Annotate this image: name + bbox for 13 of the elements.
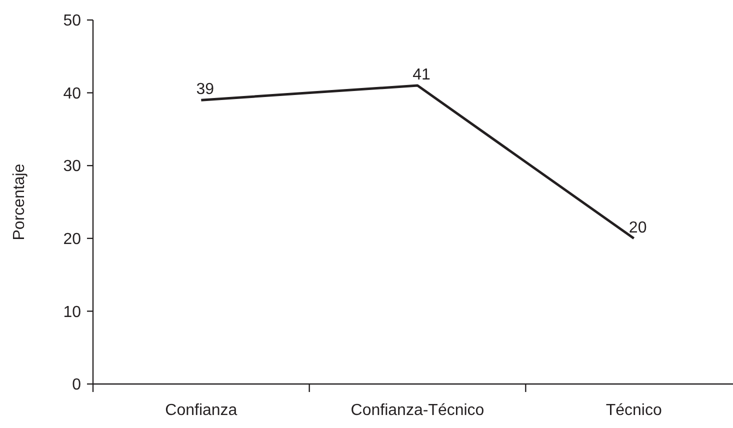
y-tick-label: 0 bbox=[72, 376, 82, 394]
x-tick-label: Confianza-Técnico bbox=[350, 402, 484, 419]
data-label: 20 bbox=[628, 219, 647, 236]
y-tick-label: 20 bbox=[63, 231, 82, 248]
data-label: 39 bbox=[196, 81, 214, 98]
x-tick-label: Confianza bbox=[165, 402, 238, 419]
y-tick-label: 40 bbox=[63, 85, 82, 102]
y-tick-label: 30 bbox=[63, 158, 82, 176]
data-label: 41 bbox=[412, 66, 430, 84]
y-tick-label: 50 bbox=[63, 12, 82, 30]
x-tick-label: Técnico bbox=[606, 402, 662, 419]
y-tick-label: 10 bbox=[63, 304, 82, 321]
y-axis-title: Porcentaje bbox=[11, 164, 28, 240]
